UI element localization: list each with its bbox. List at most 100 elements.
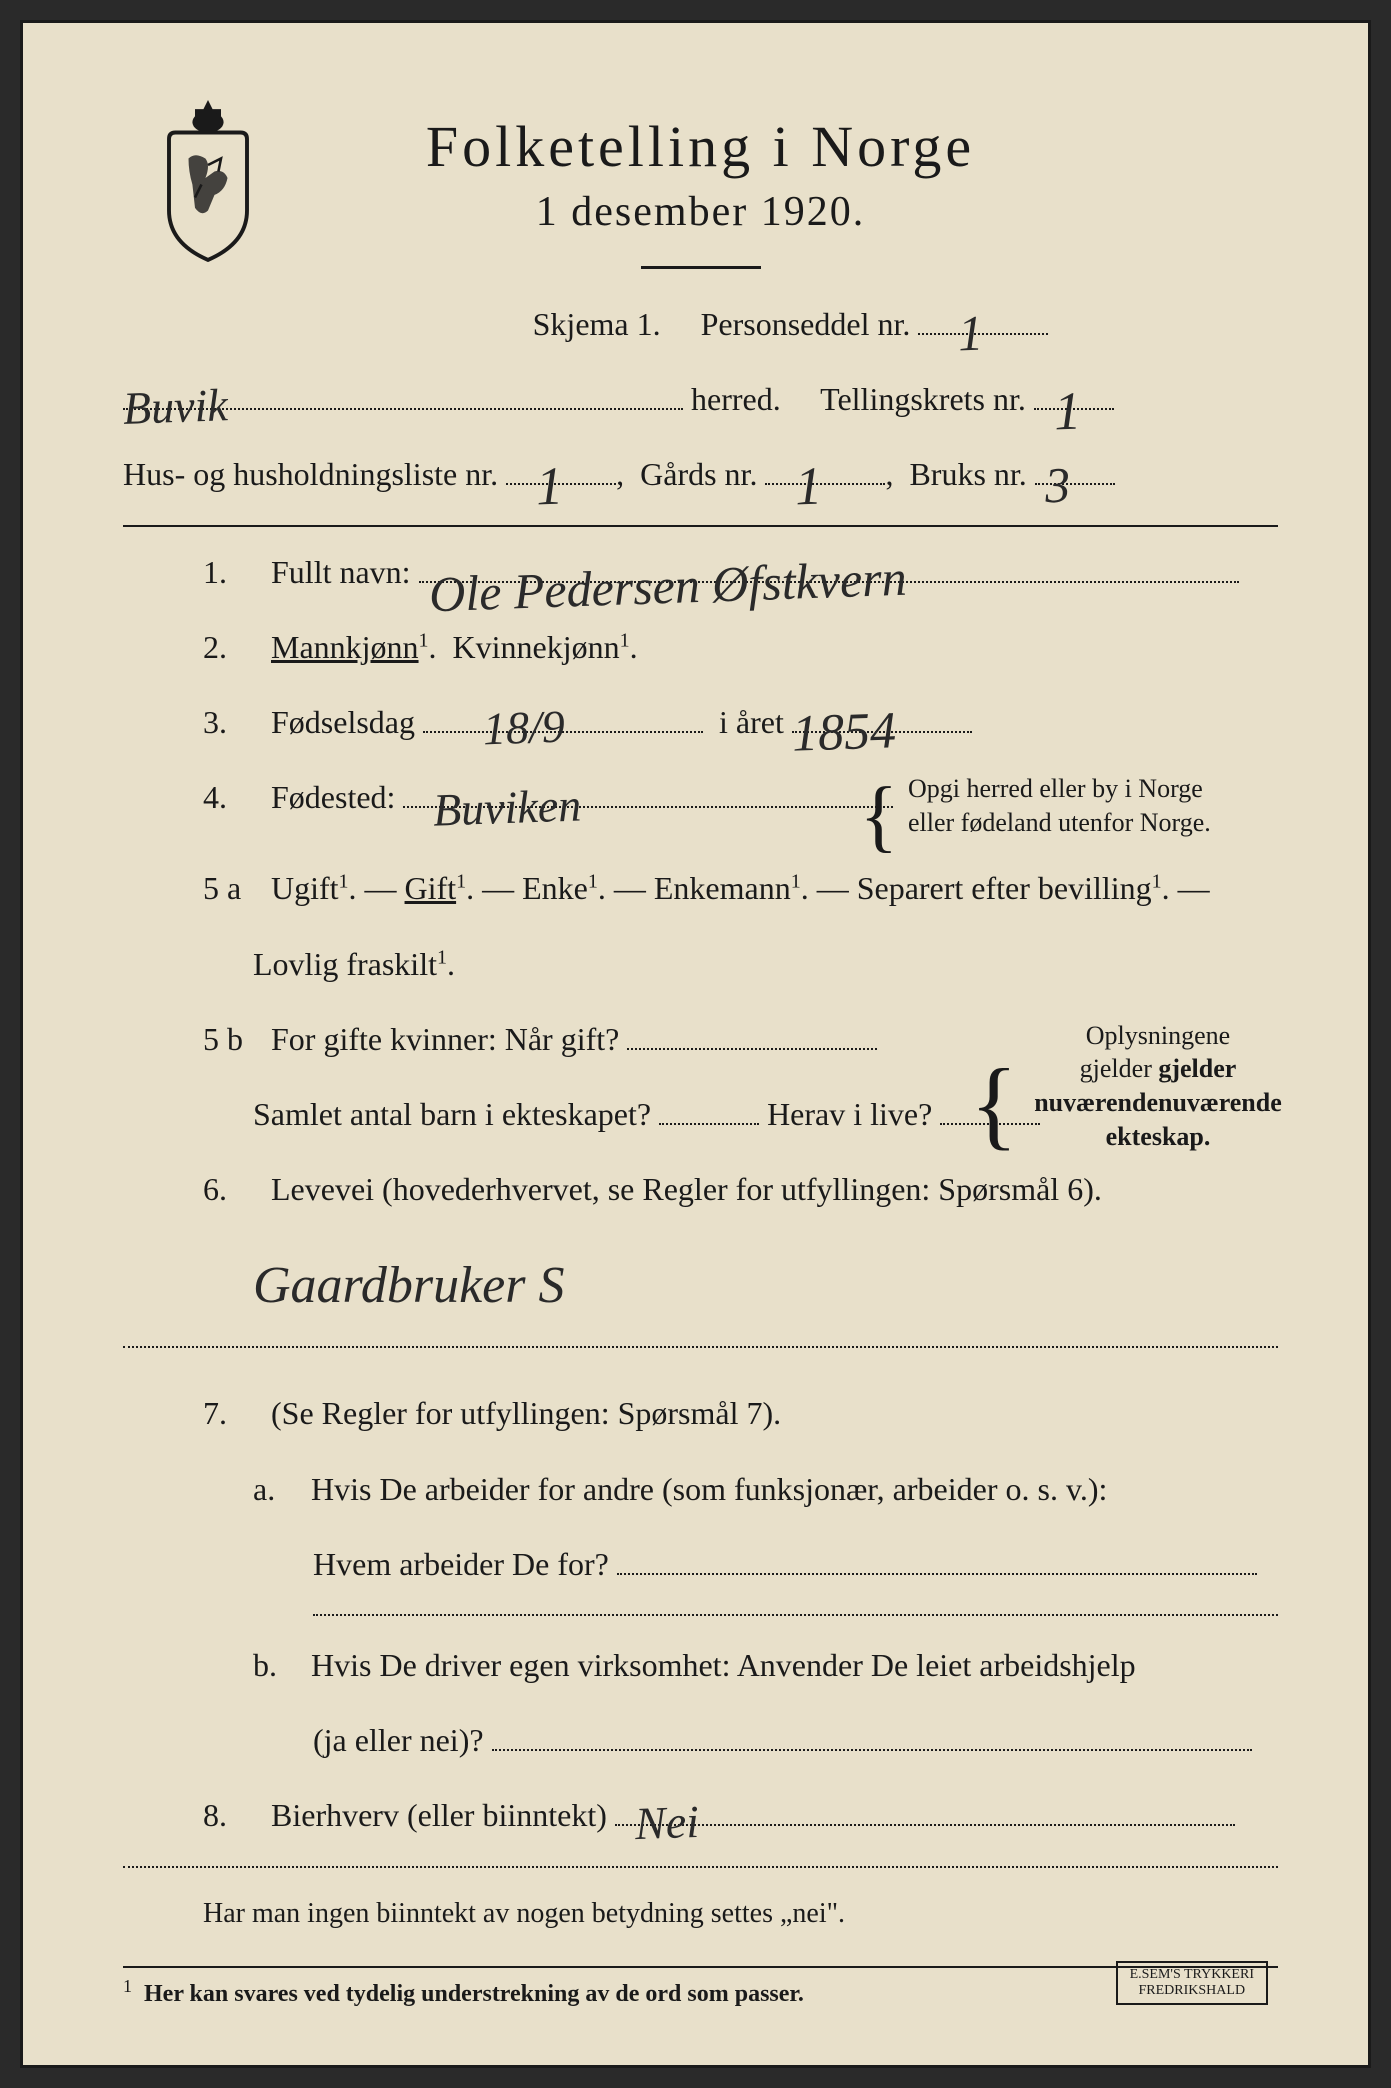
form-row-hushold: Hus- og husholdningsliste nr. 1 , Gårds … <box>123 449 1278 500</box>
gards-label: Gårds nr. <box>640 456 757 492</box>
q5b-row: 5 b For gifte kvinner: Når gift? { Oplys… <box>123 1014 1278 1065</box>
q8-row: 8. Bierhverv (eller biinntekt) Nei <box>123 1790 1278 1841</box>
q7a-field2[interactable] <box>313 1614 1278 1616</box>
page-subtitle: 1 desember 1920. <box>123 188 1278 236</box>
divider <box>641 266 761 269</box>
personseddel-field[interactable]: 1 <box>918 333 1048 335</box>
brace-icon: { <box>860 752 898 880</box>
q5b-field2[interactable] <box>659 1123 759 1125</box>
q7a-row: a. Hvis De arbeider for andre (som funks… <box>123 1464 1278 1515</box>
q5a-enke[interactable]: Enke <box>522 870 588 906</box>
q4-field[interactable]: Buviken <box>403 806 893 808</box>
q7-label: (Se Regler for utfyllingen: Spørsmål 7). <box>271 1395 781 1431</box>
tellingskrets-value: 1 <box>1052 368 1082 455</box>
q5b-field1[interactable] <box>627 1048 877 1050</box>
personseddel-label: Personseddel nr. <box>701 306 911 342</box>
q1-value: Ole Pedersen Øfstkvern <box>427 537 907 634</box>
q3-num: 3. <box>203 697 263 748</box>
q3-day-field[interactable]: 18/9 <box>423 731 703 733</box>
q4-label: Fødested: <box>271 779 395 815</box>
q1-field[interactable]: Ole Pedersen Øfstkvern <box>419 581 1239 583</box>
q6-label: Levevei (hovederhvervet, se Regler for u… <box>271 1171 1102 1207</box>
q5b-field3[interactable] <box>940 1123 1040 1125</box>
q5a-ugift[interactable]: Ugift <box>271 870 339 906</box>
q8-value: Nei <box>634 1785 700 1861</box>
q5b-row2: Samlet antal barn i ekteskapet? Herav i … <box>123 1089 1278 1140</box>
q8-field[interactable]: Nei <box>615 1824 1235 1826</box>
hint-text: Har man ingen biinntekt av nogen betydni… <box>203 1898 845 1929</box>
q5a-fraskilt[interactable]: Lovlig fraskilt <box>253 946 437 982</box>
q2-kvinne[interactable]: Kvinnekjønn <box>453 629 620 665</box>
q5a-num: 5 a <box>203 863 263 914</box>
q7a-row2: Hvem arbeider De for? <box>123 1539 1278 1590</box>
bruks-value: 3 <box>1043 445 1071 526</box>
herred-field[interactable]: Buvik <box>123 408 683 410</box>
skjema-label: Skjema 1. <box>533 306 661 342</box>
q4-note: Opgi herred eller by i Norge eller fødel… <box>908 772 1288 840</box>
q6-value-row: Gaardbruker S <box>123 1239 1278 1322</box>
q1-row: 1. Fullt navn: Ole Pedersen Øfstkvern <box>123 547 1278 598</box>
q7a-field[interactable] <box>617 1573 1257 1575</box>
q5b-num: 5 b <box>203 1014 263 1065</box>
q3-label: Fødselsdag <box>271 704 415 740</box>
gards-field[interactable]: 1 <box>765 483 885 485</box>
q4-value: Buviken <box>432 769 583 848</box>
printer-stamp: E.SEM'S TRYKKERI FREDRIKSHALD <box>1116 1961 1268 2005</box>
q5a-separert[interactable]: Separert efter bevilling <box>857 870 1152 906</box>
page-title: Folketelling i Norge <box>123 113 1278 180</box>
q6-blank <box>123 1346 1278 1348</box>
q3-year-field[interactable]: 1854 <box>792 731 972 733</box>
q7b-field[interactable] <box>492 1749 1252 1751</box>
q4-num: 4. <box>203 772 263 823</box>
stamp-line2: FREDRIKSHALD <box>1130 1983 1254 1999</box>
q5b-note1: Oplysningene <box>1028 1019 1288 1053</box>
q2-row: 2. Mannkjønn1. Kvinnekjønn1. <box>123 622 1278 673</box>
q6-value: Gaardbruker S <box>253 1244 565 1327</box>
herred-label: herred. <box>691 381 781 417</box>
q7b-row: b. Hvis De driver egen virksomhet: Anven… <box>123 1640 1278 1691</box>
q8-blank <box>123 1866 1278 1868</box>
q4-note2: eller fødeland utenfor Norge. <box>908 806 1288 840</box>
q3-year-label: i året <box>719 704 784 740</box>
q2-num: 2. <box>203 622 263 673</box>
header: Folketelling i Norge 1 desember 1920. <box>123 113 1278 269</box>
q1-label: Fullt navn: <box>271 554 411 590</box>
q5a-enkemann[interactable]: Enkemann <box>654 870 791 906</box>
tellingskrets-label: Tellingskrets nr. <box>820 381 1026 417</box>
q2-mann[interactable]: Mannkjønn <box>271 629 419 665</box>
personseddel-value: 1 <box>957 293 985 374</box>
hushold-field[interactable]: 1 <box>506 483 616 485</box>
q7b-row2: (ja eller nei)? <box>123 1715 1278 1766</box>
gards-value: 1 <box>794 443 824 530</box>
herred-value: Buvik <box>122 368 229 445</box>
q1-num: 1. <box>203 547 263 598</box>
hushold-label: Hus- og husholdningsliste nr. <box>123 456 498 492</box>
q7-num: 7. <box>203 1388 263 1439</box>
q5b-label2: Samlet antal barn i ekteskapet? <box>253 1096 651 1132</box>
q7a-label: a. <box>253 1464 303 1515</box>
q8-label: Bierhverv (eller biinntekt) <box>271 1797 607 1833</box>
census-form-page: Folketelling i Norge 1 desember 1920. Sk… <box>20 20 1371 2068</box>
q8-num: 8. <box>203 1790 263 1841</box>
q5a-row2: Lovlig fraskilt1. <box>123 939 1278 990</box>
hint-row: Har man ingen biinntekt av nogen betydni… <box>123 1892 1278 1937</box>
q3-day-value: 18/9 <box>482 690 566 766</box>
q5a-gift[interactable]: Gift <box>405 870 457 906</box>
bruks-field[interactable]: 3 <box>1035 483 1115 485</box>
q7a-text2: Hvem arbeider De for? <box>313 1546 609 1582</box>
q7b-label: b. <box>253 1640 303 1691</box>
q8-field2[interactable] <box>123 1866 1278 1868</box>
form-row-skjema: Skjema 1. Personseddel nr. 1 <box>123 299 1278 350</box>
footnote: 1 Her kan svares ved tydelig understrekn… <box>123 1966 1278 2008</box>
bruks-label: Bruks nr. <box>909 456 1026 492</box>
divider <box>123 525 1278 527</box>
q5b-label3: Herav i live? <box>767 1096 932 1132</box>
q7-row: 7. (Se Regler for utfyllingen: Spørsmål … <box>123 1388 1278 1439</box>
footnote-text: Her kan svares ved tydelig understreknin… <box>144 1981 804 2007</box>
q6-num: 6. <box>203 1164 263 1215</box>
q7b-text1: Hvis De driver egen virksomhet: Anvender… <box>311 1647 1136 1683</box>
q6-row: 6. Levevei (hovederhvervet, se Regler fo… <box>123 1164 1278 1215</box>
tellingskrets-field[interactable]: 1 <box>1034 408 1114 410</box>
q7a-blank <box>123 1614 1278 1616</box>
q6-field[interactable] <box>123 1346 1278 1348</box>
